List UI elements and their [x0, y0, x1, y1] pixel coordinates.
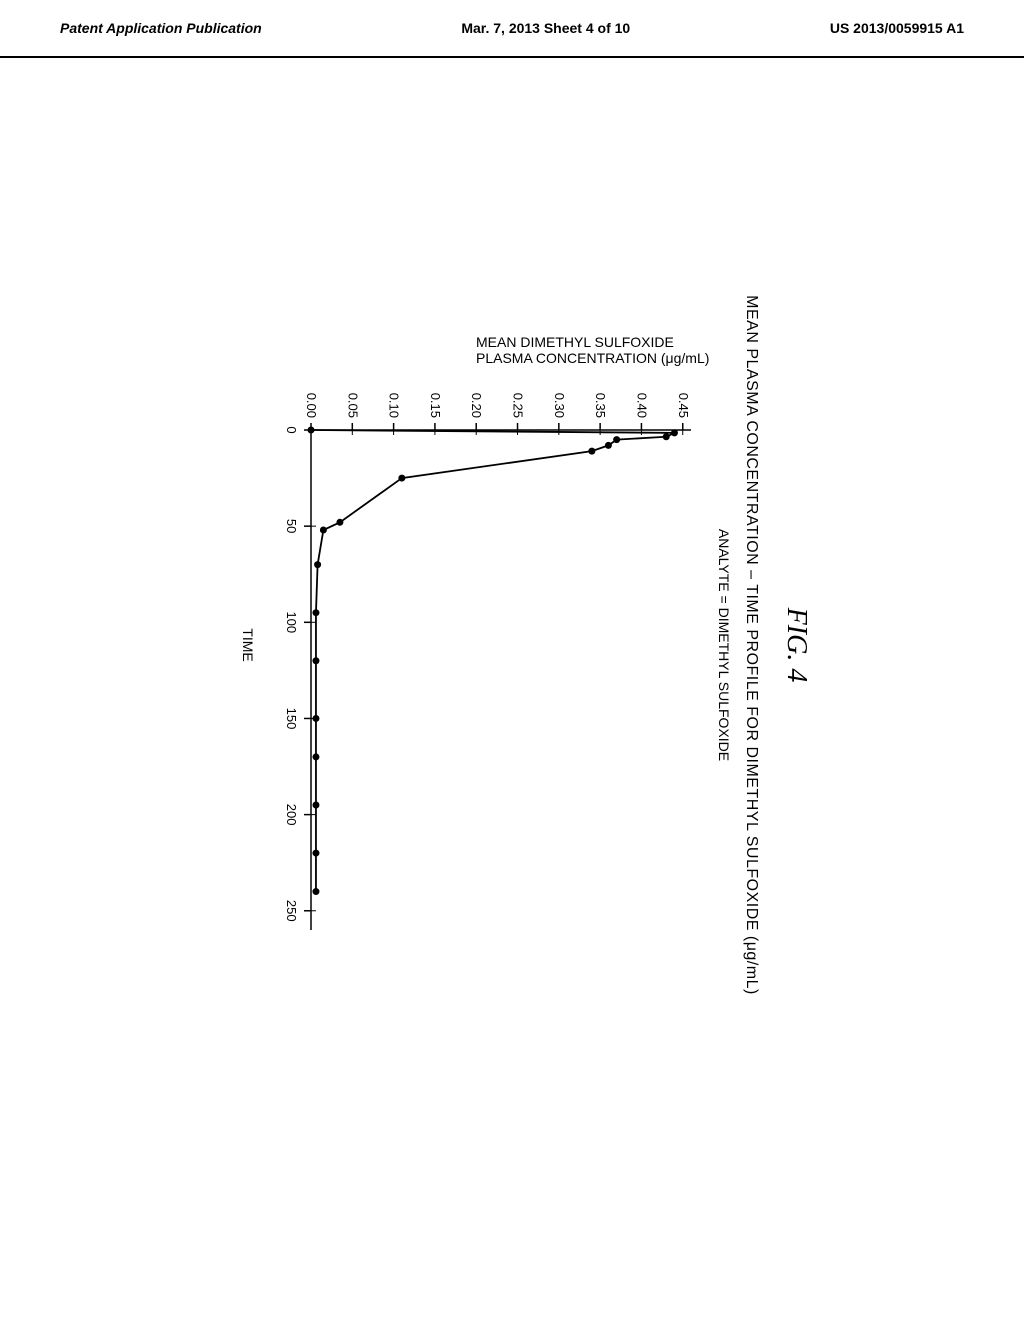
header-left: Patent Application Publication	[60, 20, 262, 36]
svg-text:0.00: 0.00	[304, 393, 319, 418]
svg-text:0.45: 0.45	[676, 393, 691, 418]
svg-text:0.30: 0.30	[552, 393, 567, 418]
svg-text:250: 250	[284, 900, 299, 922]
chart-svg: 0 50 100 150 200 250 0.00 0.05 0.10 0.15 0.20 0.25 0…	[266, 375, 706, 950]
svg-text:0.05: 0.05	[345, 393, 360, 418]
svg-text:50: 50	[284, 519, 299, 533]
svg-text:0: 0	[284, 426, 299, 433]
plot-wrapper: MEAN DIMETHYL SULFOXIDEPLASMA CONCENTRAT…	[240, 270, 706, 1020]
chart-title: MEAN PLASMA CONCENTRATION – TIME PROFILE…	[742, 270, 760, 1020]
chart-rotated-wrapper: FIG. 4 MEAN PLASMA CONCENTRATION – TIME …	[212, 270, 812, 1020]
svg-text:100: 100	[284, 611, 299, 633]
header-center: Mar. 7, 2013 Sheet 4 of 10	[461, 20, 630, 36]
plot-area: 0 50 100 150 200 250 0.00 0.05 0.10 0.15 0.20 0.25 0…	[266, 375, 706, 950]
svg-text:0.40: 0.40	[634, 393, 649, 418]
svg-text:0.15: 0.15	[428, 393, 443, 418]
header-right: US 2013/0059915 A1	[830, 20, 964, 36]
svg-text:0.10: 0.10	[387, 393, 402, 418]
x-axis-label: TIME	[240, 628, 256, 661]
chart-subtitle: ANALYTE = DIMETHYL SULFOXIDE	[716, 270, 732, 1020]
y-axis-label: MEAN DIMETHYL SULFOXIDEPLASMA CONCENTRAT…	[476, 334, 496, 366]
svg-text:0.20: 0.20	[469, 393, 484, 418]
page-header: Patent Application Publication Mar. 7, 2…	[0, 0, 1024, 58]
svg-text:0.25: 0.25	[511, 393, 526, 418]
svg-text:150: 150	[284, 708, 299, 730]
svg-text:200: 200	[284, 804, 299, 826]
svg-text:0.35: 0.35	[593, 393, 608, 418]
figure-container: FIG. 4 MEAN PLASMA CONCENTRATION – TIME …	[102, 220, 922, 1070]
figure-number: FIG. 4	[780, 270, 812, 1020]
